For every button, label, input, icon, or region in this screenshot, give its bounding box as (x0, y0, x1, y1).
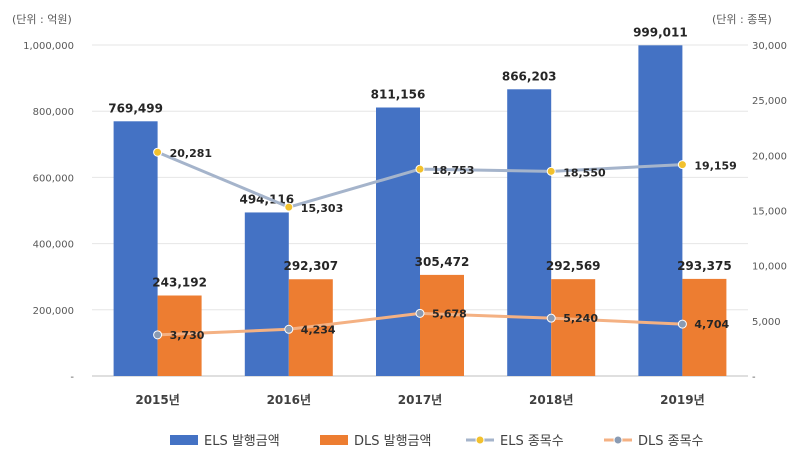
right-axis-unit: (단위 : 종목) (712, 13, 772, 26)
right-tick-label: 30,000 (752, 41, 787, 52)
right-axis: - 5,000 10,000 15,000 20,000 25,000 30,000 (752, 41, 787, 383)
bar-dls-amount (551, 279, 596, 376)
left-tick-label: 600,000 (33, 173, 74, 184)
right-tick-label: 5,000 (752, 317, 781, 328)
legend-swatch (320, 435, 348, 445)
line-data-label: 20,281 (170, 147, 212, 160)
line-point (284, 324, 294, 334)
bar-data-label: 293,375 (677, 259, 732, 273)
bar-dls-amount (420, 274, 464, 376)
legend: ELS 발행금액 DLS 발행금액 ELS 종목수 DLS 종목수 (170, 433, 704, 449)
bar-els-amount (113, 121, 158, 376)
line-data-label: 15,303 (301, 202, 343, 215)
line-point (284, 202, 294, 212)
line-point (546, 313, 556, 323)
bar-els-amount (376, 107, 420, 377)
bar-data-label: 811,156 (371, 88, 426, 102)
line-point (415, 164, 425, 174)
category-label: 2017년 (398, 393, 442, 407)
line-data-label: 5,240 (563, 312, 598, 325)
bar-data-label: 305,472 (415, 255, 470, 269)
bar-data-label: 292,307 (283, 259, 338, 273)
left-tick-label: 800,000 (33, 107, 74, 118)
right-tick-label: 20,000 (752, 151, 787, 162)
legend-label: ELS 발행금액 (204, 433, 280, 449)
x-axis: 2015년 2016년 2017년 2018년 2019년 (135, 393, 704, 407)
bar-dls-amount (682, 278, 727, 376)
right-tick-label: 10,000 (752, 262, 787, 273)
left-axis-unit: (단위 : 억원) (12, 13, 72, 26)
legend-swatch (170, 435, 198, 445)
line-data-label: 4,234 (301, 323, 336, 336)
line-data-label: 18,550 (563, 166, 606, 179)
lines: 20,281 15,303 18,753 18,550 19,159 3,730 4,234… (153, 147, 737, 342)
category-label: 2015년 (135, 393, 179, 407)
line-data-label: 19,159 (694, 160, 736, 173)
left-tick-label: 400,000 (33, 240, 74, 251)
legend-marker (475, 435, 485, 445)
bar-els-amount (638, 45, 683, 376)
bar-data-label: 243,192 (152, 276, 207, 290)
right-tick-label: 15,000 (752, 207, 787, 218)
legend-label: DLS 발행금액 (354, 433, 431, 449)
line-data-label: 4,704 (694, 318, 729, 331)
line-data-label: 5,678 (432, 307, 467, 320)
bar-els-amount (244, 212, 289, 376)
left-tick-label: 200,000 (33, 306, 74, 317)
line-point (153, 330, 163, 340)
left-tick-label: 1,000,000 (23, 41, 74, 52)
left-axis: - 200,000 400,000 600,000 800,000 1,000,000 (23, 41, 74, 383)
right-tick-label: 25,000 (752, 96, 787, 107)
legend-label: ELS 종목수 (500, 434, 564, 449)
line-data-label: 3,730 (170, 329, 205, 342)
right-tick-label: - (752, 372, 756, 383)
els-count-line (157, 150, 683, 209)
line-point (153, 147, 163, 157)
category-label: 2019년 (660, 393, 704, 407)
line-point (546, 166, 556, 176)
legend-marker (613, 435, 623, 445)
left-tick-label: - (70, 372, 74, 383)
line-point (677, 160, 687, 170)
line-point (415, 308, 425, 318)
bar-data-label: 999,011 (633, 25, 688, 39)
line-point (677, 319, 687, 329)
bar-data-label: 866,203 (502, 69, 557, 83)
bars: 769,499494,116811,156866,203999,011243,1… (108, 25, 732, 377)
bar-data-label: 769,499 (108, 101, 163, 115)
line-data-label: 18,753 (432, 164, 474, 177)
bar-els-amount (507, 89, 552, 376)
category-label: 2016년 (267, 393, 311, 407)
legend-label: DLS 종목수 (638, 434, 704, 449)
category-label: 2018년 (529, 393, 573, 407)
bar-data-label: 292,569 (546, 259, 601, 273)
